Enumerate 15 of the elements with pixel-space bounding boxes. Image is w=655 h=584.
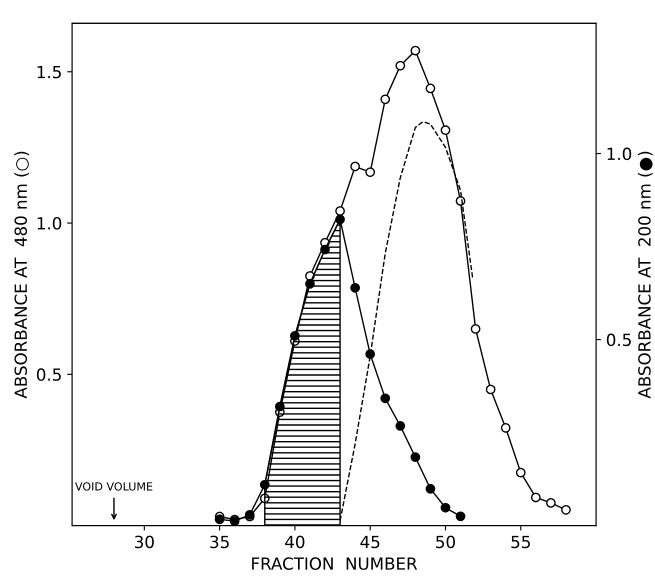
y-tick-label: 1.5 xyxy=(38,66,61,78)
x-axis-title: FRACTION NUMBER xyxy=(252,557,418,570)
y-tick-label: 0.5 xyxy=(36,368,61,381)
y2-tick-label: 0.5 xyxy=(606,334,631,346)
annotation: VOID VOLUME xyxy=(75,482,152,491)
x-tick-label: 45 xyxy=(360,536,380,548)
x-tick-label: 35 xyxy=(210,536,229,548)
x-tick-label: 40 xyxy=(285,536,304,548)
x-tick-label: 50 xyxy=(436,536,455,548)
x-tick-label: 30 xyxy=(134,536,154,548)
y-tick-label: 1.0 xyxy=(38,217,62,230)
x-tick-label: 55 xyxy=(511,536,530,548)
y-axis-title: ABSORBANCE AT 480 nm (○) xyxy=(14,152,29,398)
y2-tick-label: 1.0 xyxy=(608,148,632,160)
y2-axis-title: ABSORBANCE AT 200 nm (●) xyxy=(638,152,653,398)
